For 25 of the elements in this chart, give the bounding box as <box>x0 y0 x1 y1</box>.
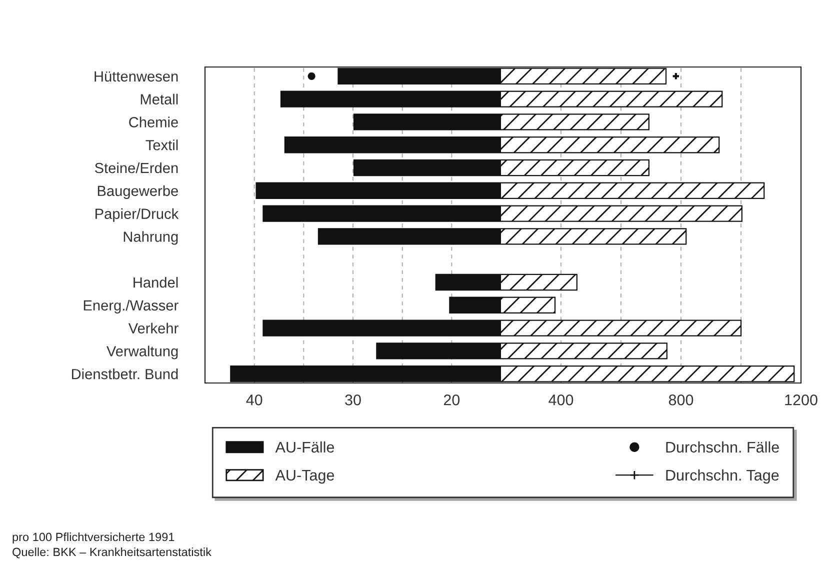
y-tick-label: Papier/Druck <box>96 208 179 222</box>
y-tick-label: Steine/Erden <box>94 162 178 174</box>
legend-label: AU-Tage <box>275 470 334 484</box>
y-tick-label: Verwaltung <box>106 346 178 360</box>
y-tick-label: Metall <box>140 94 178 104</box>
x-tick-label: 400 <box>548 394 574 406</box>
y-tick-label: Energ./Wasser <box>84 300 178 314</box>
y-tick-label: Textil <box>146 140 178 150</box>
x-tick-label: 20 <box>444 394 460 406</box>
y-tick-label: Dienstbetr. Bund <box>72 368 178 380</box>
legend-label: Durchschn. Fälle <box>666 441 779 453</box>
x-tick-label: 800 <box>668 394 694 406</box>
y-tick-label: Verkehr <box>128 322 178 334</box>
text: pro 100 Pflichtversicherte 1991 <box>12 532 174 544</box>
x-tick-label: 40 <box>246 394 262 406</box>
y-tick-label: Chemie <box>129 116 178 128</box>
y-tick-label: Hüttenwesen <box>94 71 178 82</box>
legend-label: AU-Fälle <box>275 441 334 453</box>
y-tick-label: Baugewerbe <box>98 185 178 199</box>
legend-label: Durchschn. Tage <box>666 469 779 484</box>
x-tick-label: 30 <box>345 394 361 406</box>
source-note: Quelle: BKK – Krankheitsartenstatistik <box>12 547 212 558</box>
x-tick-label: 1200 <box>785 394 818 406</box>
y-tick-label: Nahrung <box>124 231 178 245</box>
y-tick-label: Handel <box>134 276 178 288</box>
